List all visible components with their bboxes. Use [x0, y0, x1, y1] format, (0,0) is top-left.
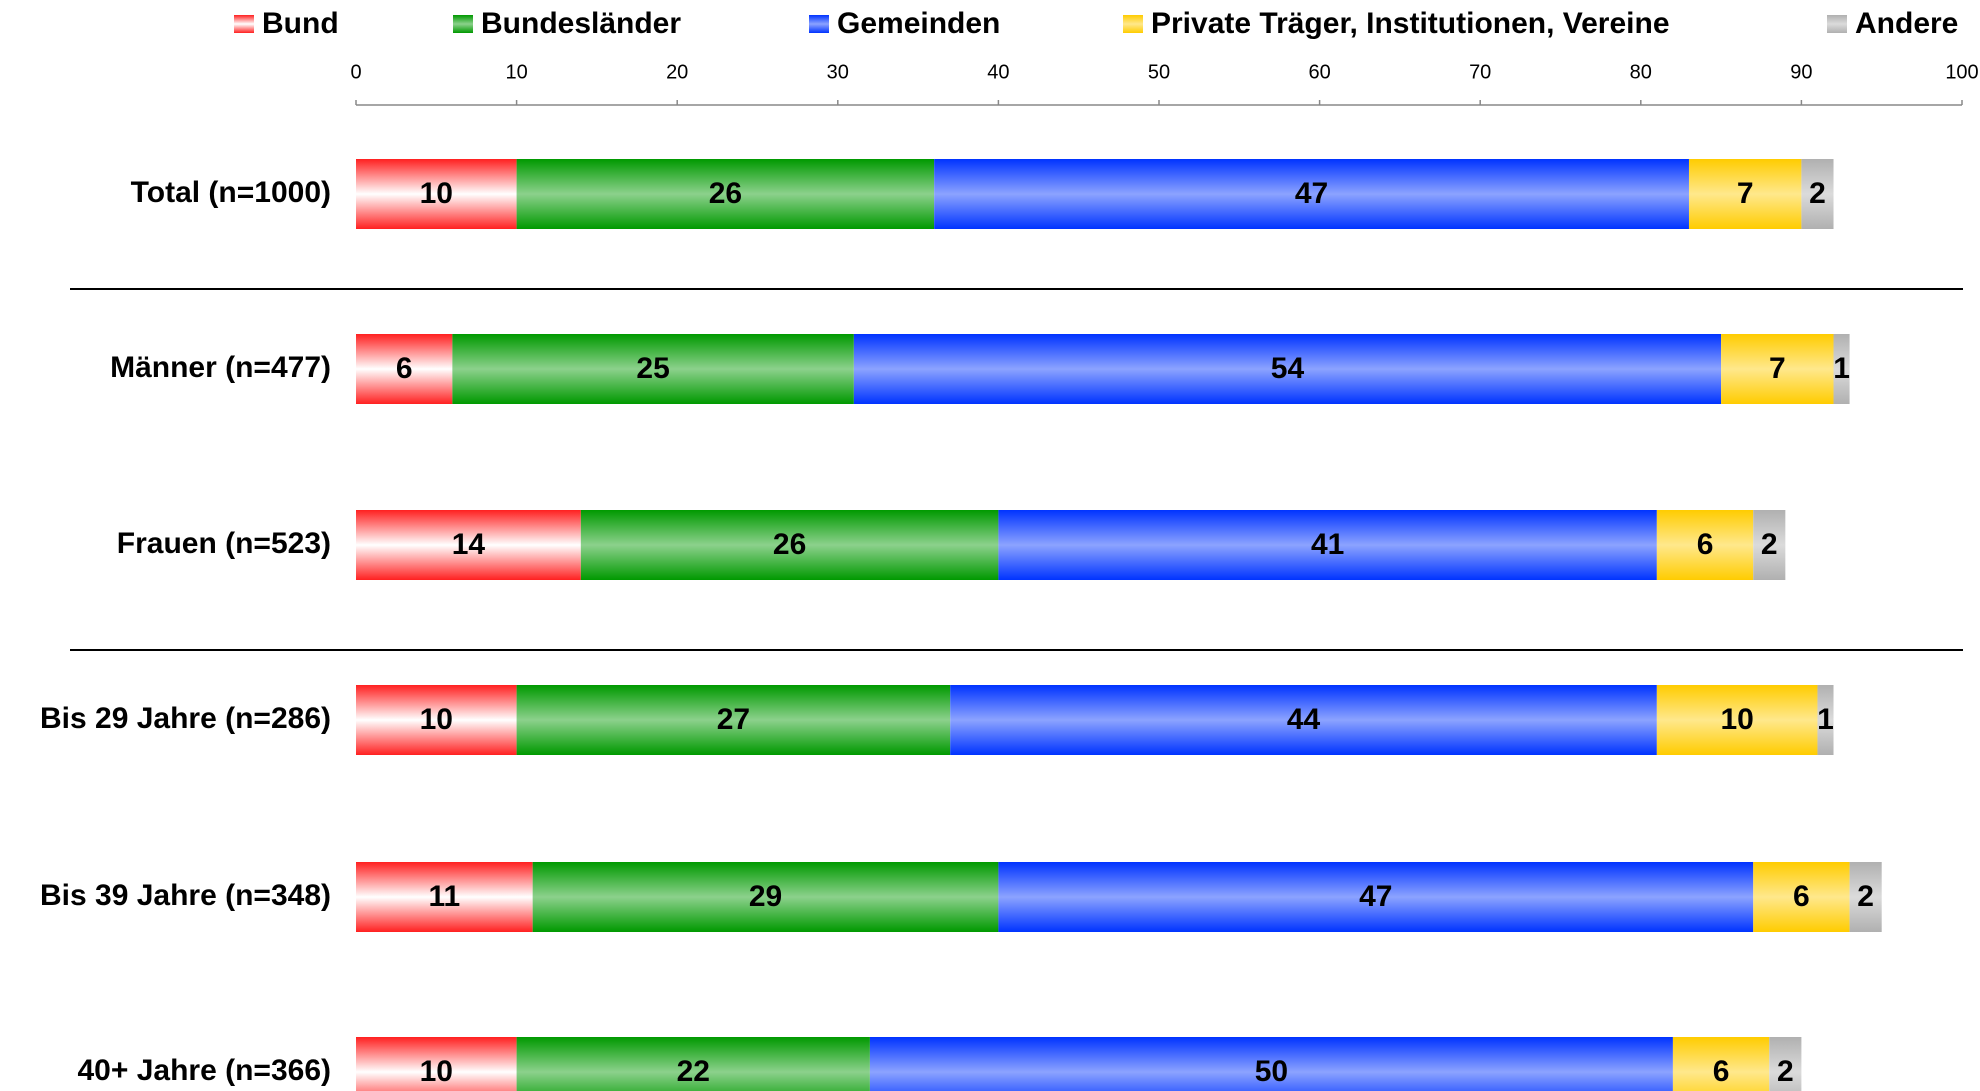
bar-segment [516, 1037, 870, 1091]
bar-segment [356, 334, 453, 404]
bar-segment [853, 334, 1722, 404]
value-label: 44 [1287, 703, 1321, 736]
legend-label: Gemeinden [837, 7, 1000, 40]
value-label: 6 [1713, 1055, 1730, 1088]
x-tick-label: 80 [1630, 61, 1652, 83]
legend-swatch [809, 15, 829, 33]
legend-swatch [234, 15, 254, 33]
legend-swatch [1827, 15, 1847, 33]
legend-label: Bund [262, 7, 339, 40]
x-tick-label: 0 [350, 61, 361, 83]
value-label: 7 [1737, 177, 1754, 210]
x-tick-label: 90 [1790, 61, 1812, 83]
bar-segment [356, 1037, 517, 1091]
bar-segment [356, 510, 581, 580]
legend-label: Andere [1855, 7, 1958, 40]
value-label: 1 [1817, 703, 1834, 736]
value-label: 1 [1833, 352, 1850, 385]
value-label: 2 [1857, 880, 1874, 913]
category-label: Total (n=1000) [131, 176, 331, 209]
category-label: Männer (n=477) [110, 351, 331, 384]
bar-segment [356, 685, 517, 755]
value-label: 10 [1720, 703, 1753, 736]
bar-segment [1753, 510, 1786, 580]
bar-segment [998, 510, 1657, 580]
bar-segment [1817, 685, 1834, 755]
value-label: 47 [1295, 177, 1328, 210]
value-label: 22 [677, 1055, 710, 1088]
bar-segment [516, 685, 951, 755]
bar-segment [356, 159, 517, 229]
bar-segment [934, 159, 1689, 229]
bar-segment [1688, 159, 1802, 229]
x-tick-label: 70 [1469, 61, 1491, 83]
value-label: 41 [1311, 528, 1344, 561]
value-label: 6 [1793, 880, 1810, 913]
category-label: 40+ Jahre (n=366) [78, 1054, 332, 1087]
value-label: 11 [428, 880, 460, 913]
value-label: 7 [1769, 352, 1786, 385]
x-tick-label: 40 [987, 61, 1009, 83]
x-tick-label: 60 [1308, 61, 1330, 83]
bar-segment [869, 1037, 1673, 1091]
value-label: 25 [636, 352, 669, 385]
category-label: Bis 29 Jahre (n=286) [40, 702, 331, 735]
legend-label: Bundesländer [481, 7, 681, 40]
bar-segment [1656, 510, 1754, 580]
value-label: 26 [709, 177, 742, 210]
value-label: 2 [1777, 1055, 1794, 1088]
bar-segment [1753, 862, 1850, 932]
category-label: Bis 39 Jahre (n=348) [40, 879, 331, 912]
value-label: 50 [1255, 1055, 1288, 1088]
value-label: 10 [420, 703, 453, 736]
value-label: 10 [420, 1055, 453, 1088]
legend-swatch [1123, 15, 1143, 33]
value-label: 27 [717, 703, 750, 736]
value-label: 29 [749, 880, 782, 913]
value-label: 6 [396, 352, 413, 385]
value-label: 14 [452, 528, 486, 561]
category-label: Frauen (n=523) [117, 527, 331, 560]
bar-segment [580, 510, 999, 580]
bar-segment [1833, 334, 1850, 404]
bar-segment [1672, 1037, 1770, 1091]
x-tick-label: 30 [827, 61, 849, 83]
value-label: 47 [1359, 880, 1392, 913]
value-label: 26 [773, 528, 806, 561]
legend-swatch [453, 15, 473, 33]
bar-segment [1656, 685, 1818, 755]
value-label: 6 [1697, 528, 1714, 561]
bar-segment [1801, 159, 1834, 229]
bar-segment [1721, 334, 1834, 404]
value-label: 2 [1761, 528, 1778, 561]
x-tick-label: 100 [1945, 61, 1978, 83]
value-label: 10 [420, 177, 453, 210]
bar-segment [532, 862, 999, 932]
legend-label: Private Träger, Institutionen, Vereine [1151, 7, 1670, 40]
value-label: 54 [1271, 352, 1305, 385]
bar-segment [516, 159, 935, 229]
bar-segment [452, 334, 854, 404]
bar-segment [356, 862, 533, 932]
bar-segment [998, 862, 1754, 932]
value-label: 2 [1809, 177, 1826, 210]
x-tick-label: 20 [666, 61, 688, 83]
x-tick-label: 50 [1148, 61, 1170, 83]
bar-segment [950, 685, 1657, 755]
bar-segment [1769, 1037, 1802, 1091]
bar-segment [1849, 862, 1882, 932]
x-tick-label: 10 [505, 61, 527, 83]
